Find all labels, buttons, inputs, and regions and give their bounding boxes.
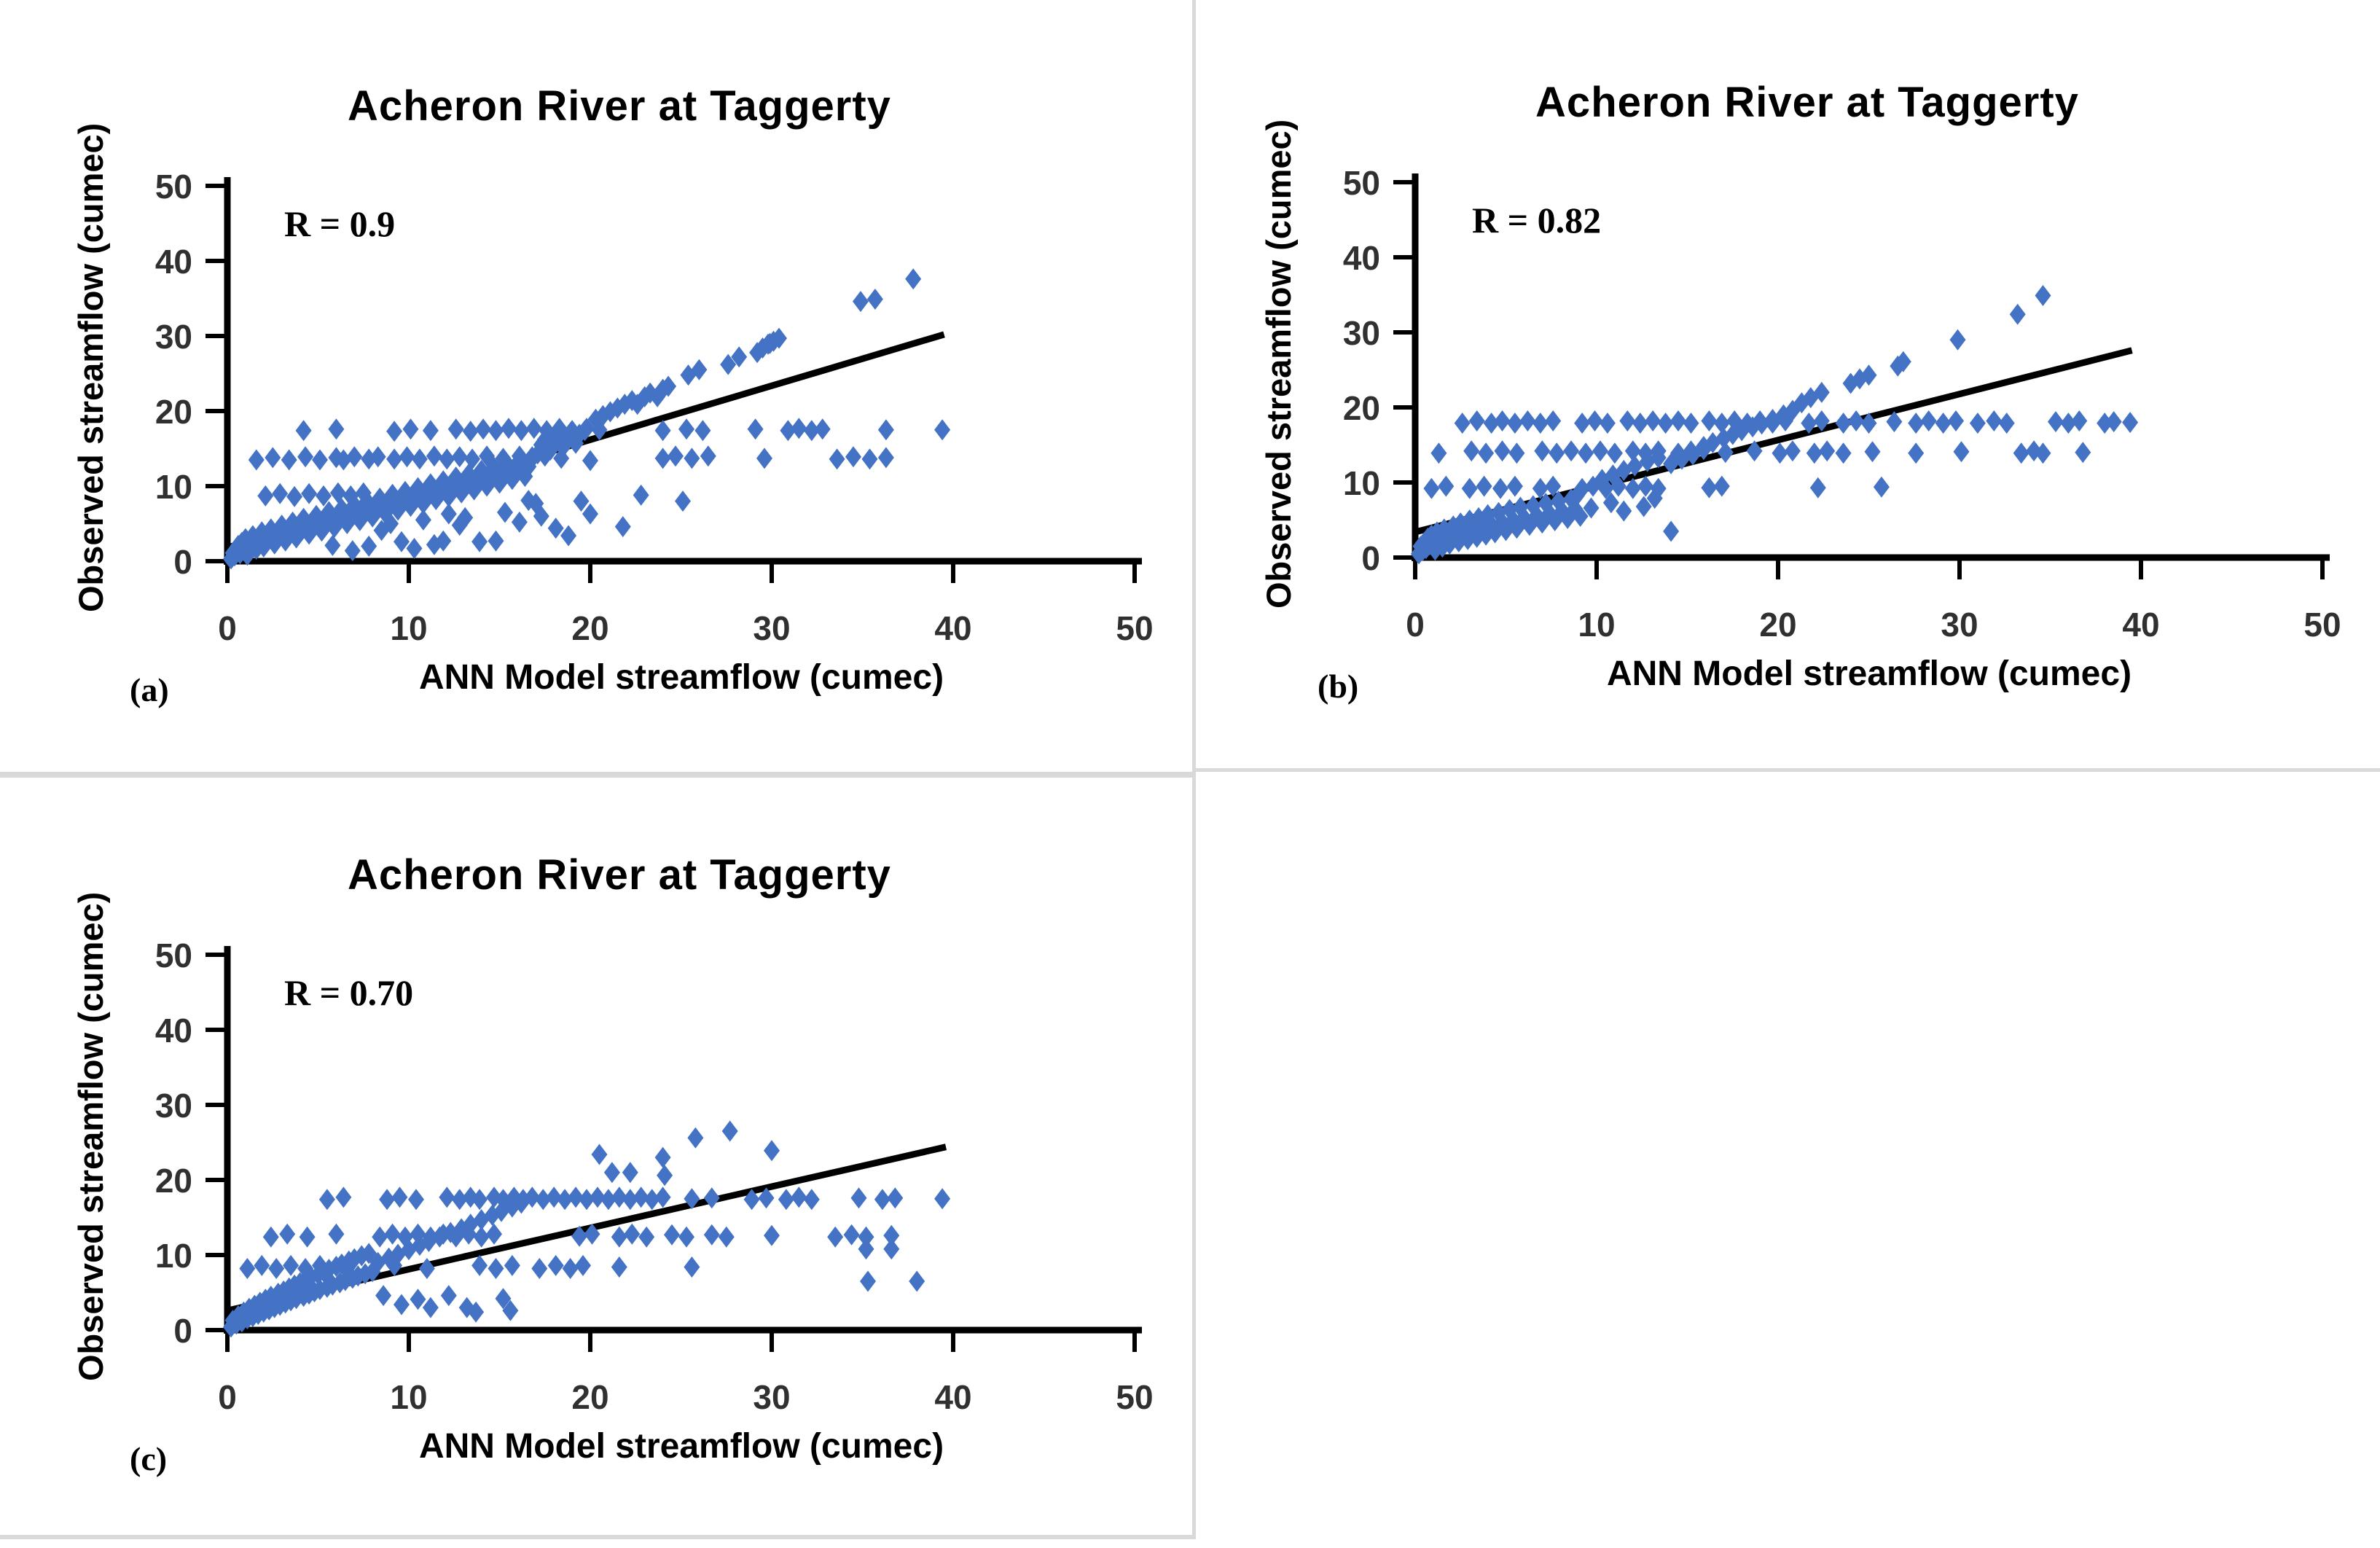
svg-text:50: 50 — [1116, 609, 1153, 647]
panel-b: 0 10 20 30 40 50 0 10 20 30 40 50 Acheron River at … — [1188, 26, 2380, 769]
svg-text:20: 20 — [155, 393, 192, 431]
svg-text:10: 10 — [390, 1378, 427, 1416]
divider-bottom-left — [0, 1535, 1196, 1539]
panel-letter-b: (b) — [1318, 668, 1359, 705]
svg-text:20: 20 — [571, 1378, 608, 1416]
svg-text:30: 30 — [155, 1087, 192, 1125]
svg-text:20: 20 — [571, 609, 608, 647]
svg-text:30: 30 — [1941, 606, 1978, 644]
panel-c: 0 10 20 30 40 50 0 10 20 30 40 50 Acheron River at … — [0, 798, 1192, 1541]
svg-text:20: 20 — [1343, 389, 1380, 427]
svg-text:40: 40 — [1343, 239, 1380, 277]
y-axis-label-a: Observed streamflow (cumec) — [71, 122, 110, 612]
x-axis-label-b: ANN Model streamflow (cumec) — [1606, 654, 2132, 693]
svg-text:20: 20 — [1759, 606, 1796, 644]
svg-text:10: 10 — [390, 609, 427, 647]
svg-text:30: 30 — [753, 1378, 790, 1416]
svg-text:50: 50 — [155, 168, 192, 206]
scatter-plot-b: 0 10 20 30 40 50 0 10 20 30 40 50 — [1343, 164, 2341, 644]
correlation-label-a: R = 0.9 — [284, 203, 396, 244]
svg-text:10: 10 — [155, 468, 192, 506]
chart-title-c: Acheron River at Taggerty — [348, 851, 891, 899]
scatter-plot-a: 0 10 20 30 40 50 0 10 20 30 40 50 — [155, 168, 1154, 647]
y-axis-label-c: Observed streamflow (cumec) — [71, 891, 110, 1381]
divider-horizontal-right — [1196, 768, 2380, 772]
svg-text:0: 0 — [1361, 539, 1380, 577]
panel-letter-c: (c) — [130, 1440, 168, 1477]
svg-text:0: 0 — [173, 1312, 192, 1350]
svg-text:0: 0 — [1406, 606, 1425, 644]
svg-text:50: 50 — [2303, 606, 2341, 644]
svg-text:30: 30 — [155, 318, 192, 356]
svg-text:20: 20 — [155, 1162, 192, 1200]
x-axis-label-c: ANN Model streamflow (cumec) — [418, 1427, 944, 1466]
svg-text:30: 30 — [1343, 314, 1380, 352]
svg-text:30: 30 — [753, 609, 790, 647]
chart-title-b: Acheron River at Taggerty — [1535, 79, 2079, 126]
svg-text:0: 0 — [173, 543, 192, 581]
svg-text:50: 50 — [1343, 164, 1380, 202]
scatter-plot-c: 0 10 20 30 40 50 0 10 20 30 40 50 — [155, 937, 1154, 1416]
svg-text:10: 10 — [1578, 606, 1615, 644]
y-axis-label-b: Observed streamflow (cumec) — [1259, 119, 1298, 609]
x-axis-label-a: ANN Model streamflow (cumec) — [418, 658, 944, 697]
svg-text:40: 40 — [2122, 606, 2159, 644]
svg-text:40: 40 — [934, 1378, 971, 1416]
divider-horizontal-left — [0, 772, 1196, 778]
chart-title-a: Acheron River at Taggerty — [348, 82, 891, 130]
svg-text:0: 0 — [218, 609, 237, 647]
svg-text:50: 50 — [155, 937, 192, 974]
correlation-label-c: R = 0.70 — [284, 972, 414, 1013]
svg-text:10: 10 — [155, 1237, 192, 1275]
panel-a: 0 10 20 30 40 50 0 10 20 30 40 50 Acheron River at … — [0, 29, 1192, 773]
panel-letter-a: (a) — [130, 671, 169, 708]
svg-text:40: 40 — [934, 609, 971, 647]
svg-text:40: 40 — [155, 1012, 192, 1049]
correlation-label-b: R = 0.82 — [1472, 200, 1602, 241]
svg-text:40: 40 — [155, 243, 192, 281]
svg-text:10: 10 — [1343, 464, 1380, 502]
svg-text:50: 50 — [1116, 1378, 1153, 1416]
divider-vertical-center — [1192, 0, 1196, 1539]
svg-text:0: 0 — [218, 1378, 237, 1416]
